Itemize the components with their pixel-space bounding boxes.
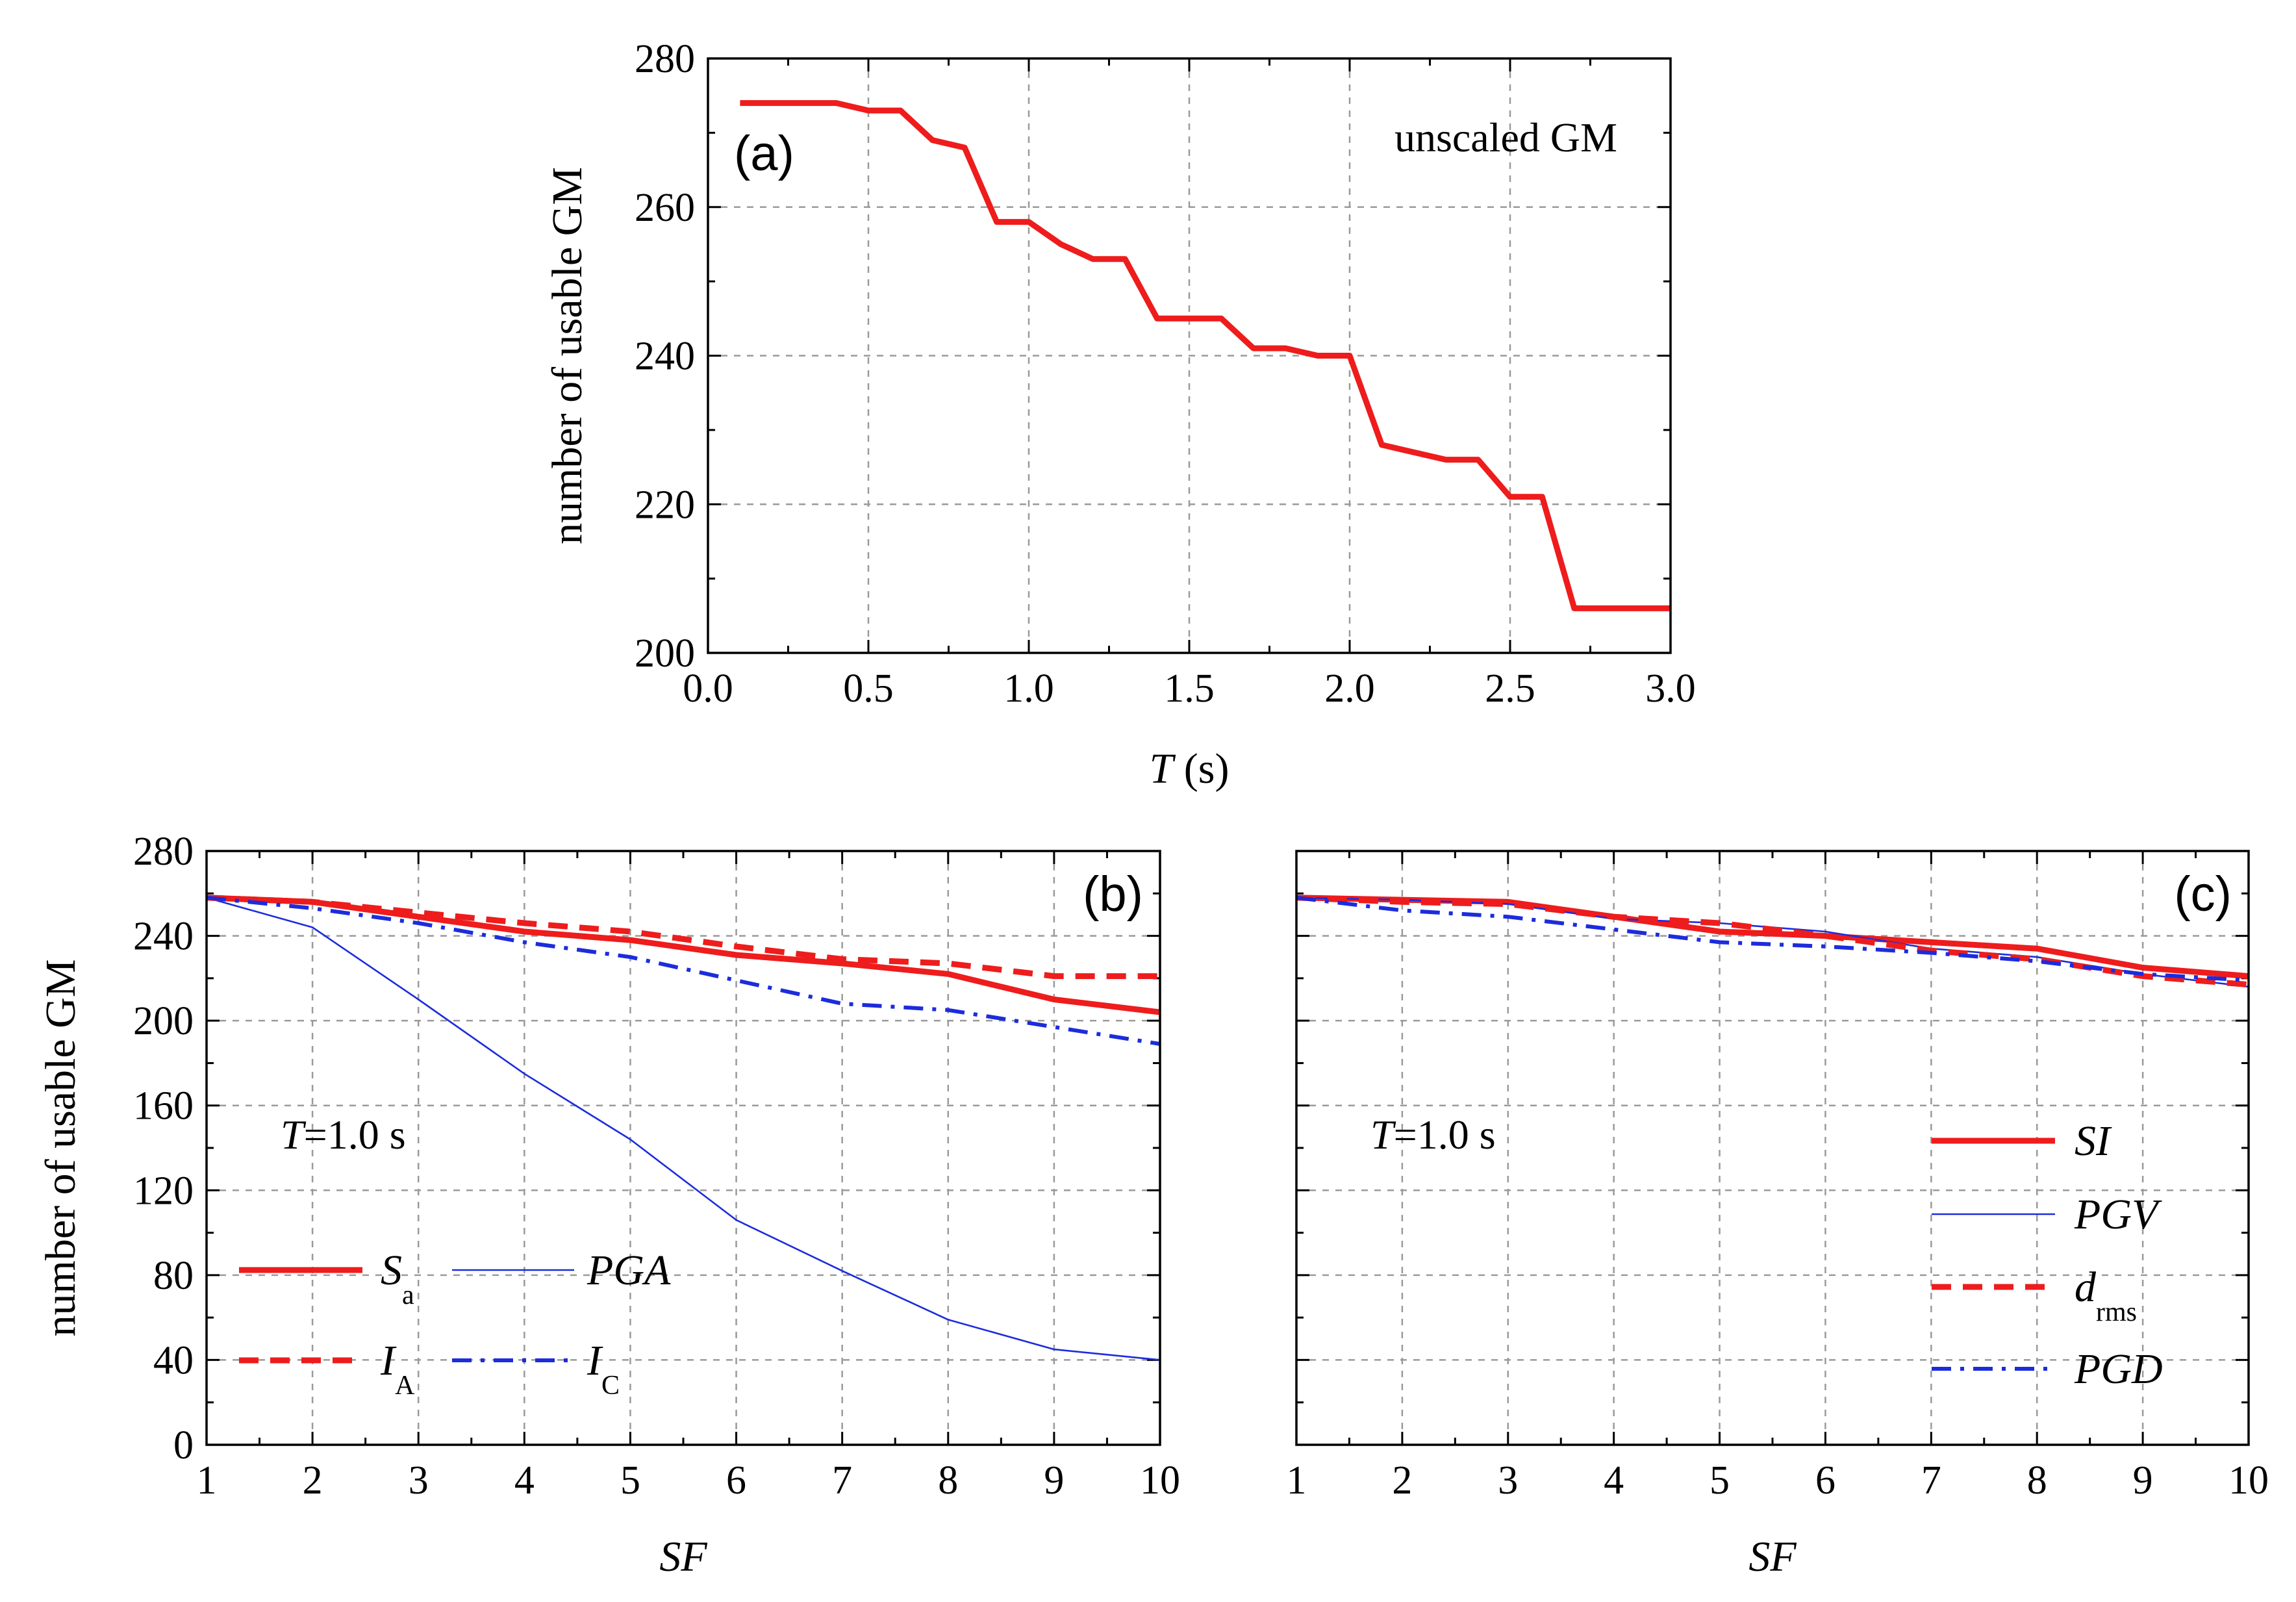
x-tick-label: 0.5 [843, 667, 894, 711]
series-line-pgd [1296, 895, 2249, 983]
y-axis-title: number of usable GM [37, 959, 84, 1336]
y-tick-label: 200 [635, 631, 695, 676]
legend-label-name: I [587, 1337, 603, 1384]
annotation-period: T=1.0 s [281, 1112, 406, 1158]
panel-label: (a) [734, 126, 794, 181]
y-tick-label: 40 [153, 1338, 194, 1382]
x-axis-title-symbol: T [1150, 745, 1176, 793]
legend-label: drms [2075, 1264, 2137, 1327]
series-line-pga [206, 896, 1161, 1361]
annotation-period-value: =1.0 s [1394, 1112, 1496, 1158]
x-tick-label: 5 [1709, 1458, 1730, 1503]
plot-frame [1295, 850, 2250, 1446]
x-tick-label: 1.5 [1164, 667, 1215, 711]
legend-label-name: SI [2075, 1117, 2112, 1165]
series-line-ic [206, 895, 1161, 1046]
panel-b: 1 2 3 4 5 6 7 8 9 10 0 40 80 120 160 200 240 280 (b) SF numb… [37, 830, 1180, 1581]
panel-label: (b) [1083, 867, 1143, 922]
y-tick-label: 280 [635, 37, 695, 81]
legend-label-name: PGA [587, 1247, 671, 1294]
series-line-si [1296, 895, 2249, 980]
y-tick-label: 260 [635, 186, 695, 230]
annotation-unscaled-gm: unscaled GM [1394, 114, 1617, 160]
x-tick-label: 7 [1921, 1458, 1941, 1503]
y-tick-label: 0 [173, 1423, 194, 1468]
x-tick-label: 4 [1604, 1458, 1624, 1503]
x-tick-label: 5 [620, 1458, 640, 1503]
legend-label-name: d [2075, 1264, 2097, 1311]
x-tick-label: 8 [2027, 1458, 2047, 1503]
x-axis-title: SF [659, 1533, 707, 1581]
x-tick-label: 7 [832, 1458, 852, 1503]
series-line-unscaled gm [740, 100, 1671, 611]
y-tick-label: 200 [133, 999, 194, 1043]
panel-c: 1 2 3 4 5 6 7 8 9 10 (c) SF T=1.0 s SI PGV drms PGD [1287, 850, 2269, 1581]
legend-label-name: PGV [2074, 1191, 2162, 1238]
y-tick-label: 120 [133, 1169, 194, 1213]
legend-label-subscript: rms [2096, 1297, 2137, 1327]
legend-label: Sa [381, 1247, 414, 1310]
x-tick-label: 9 [1044, 1458, 1064, 1503]
y-tick-label: 220 [635, 483, 695, 527]
x-tick-label: 1 [197, 1458, 217, 1503]
x-tick-label: 3 [409, 1458, 429, 1503]
legend-label-name: I [380, 1337, 397, 1384]
legend-label: IC [587, 1337, 620, 1401]
panel-label: (c) [2174, 867, 2232, 922]
x-tick-label: 6 [726, 1458, 746, 1503]
x-tick-label: 9 [2133, 1458, 2153, 1503]
x-tick-label: 6 [1815, 1458, 1836, 1503]
legend-label: PGV [2074, 1191, 2162, 1238]
plot-frame [205, 850, 1161, 1446]
x-tick-label: 4 [514, 1458, 535, 1503]
legend-label: PGA [587, 1247, 671, 1294]
x-axis-title: T (s) [1150, 745, 1230, 793]
x-axis-title: SF [1748, 1533, 1797, 1581]
legend-label: IA [380, 1337, 415, 1401]
x-tick-label: 8 [938, 1458, 958, 1503]
y-axis-title: number of usable GM [544, 167, 591, 544]
plot-frame [707, 57, 1672, 654]
legend-label-subscript: A [395, 1371, 415, 1401]
legend-label-name: S [381, 1247, 402, 1294]
y-tick-label: 240 [635, 335, 695, 379]
legend-label: PGD [2074, 1345, 2163, 1393]
x-tick-label: 1 [1287, 1458, 1307, 1503]
x-tick-label: 2 [1392, 1458, 1412, 1503]
x-tick-label: 3 [1498, 1458, 1518, 1503]
annotation-period-value: =1.0 s [304, 1112, 406, 1158]
x-tick-label: 2.5 [1485, 667, 1535, 711]
series-line-ia [206, 895, 1160, 980]
x-tick-label: 10 [2228, 1458, 2269, 1503]
x-tick-label: 0.0 [683, 667, 733, 711]
annotation-period: T=1.0 s [1370, 1112, 1496, 1158]
y-tick-label: 240 [133, 915, 194, 959]
legend-label: SI [2075, 1117, 2112, 1165]
x-tick-label: 1.0 [1003, 667, 1054, 711]
legend-label-subscript: a [402, 1280, 414, 1310]
x-axis-title-unit: (s) [1173, 745, 1229, 793]
annotation-period-symbol: T [1370, 1112, 1396, 1158]
x-tick-label: 2.0 [1324, 667, 1375, 711]
x-tick-label: 3.0 [1645, 667, 1696, 711]
x-tick-label: 2 [303, 1458, 323, 1503]
legend-label-subscript: C [601, 1371, 620, 1401]
annotation-period-symbol: T [281, 1112, 307, 1158]
y-tick-label: 280 [133, 830, 194, 874]
y-tick-label: 80 [153, 1254, 194, 1298]
x-tick-label: 10 [1140, 1458, 1180, 1503]
y-tick-label: 160 [133, 1084, 194, 1128]
panel-a: 0.0 0.5 1.0 1.5 2.0 2.5 3.0 200 220 240 260 280 (a) T… [544, 37, 1696, 793]
legend-label-name: PGD [2074, 1345, 2163, 1393]
